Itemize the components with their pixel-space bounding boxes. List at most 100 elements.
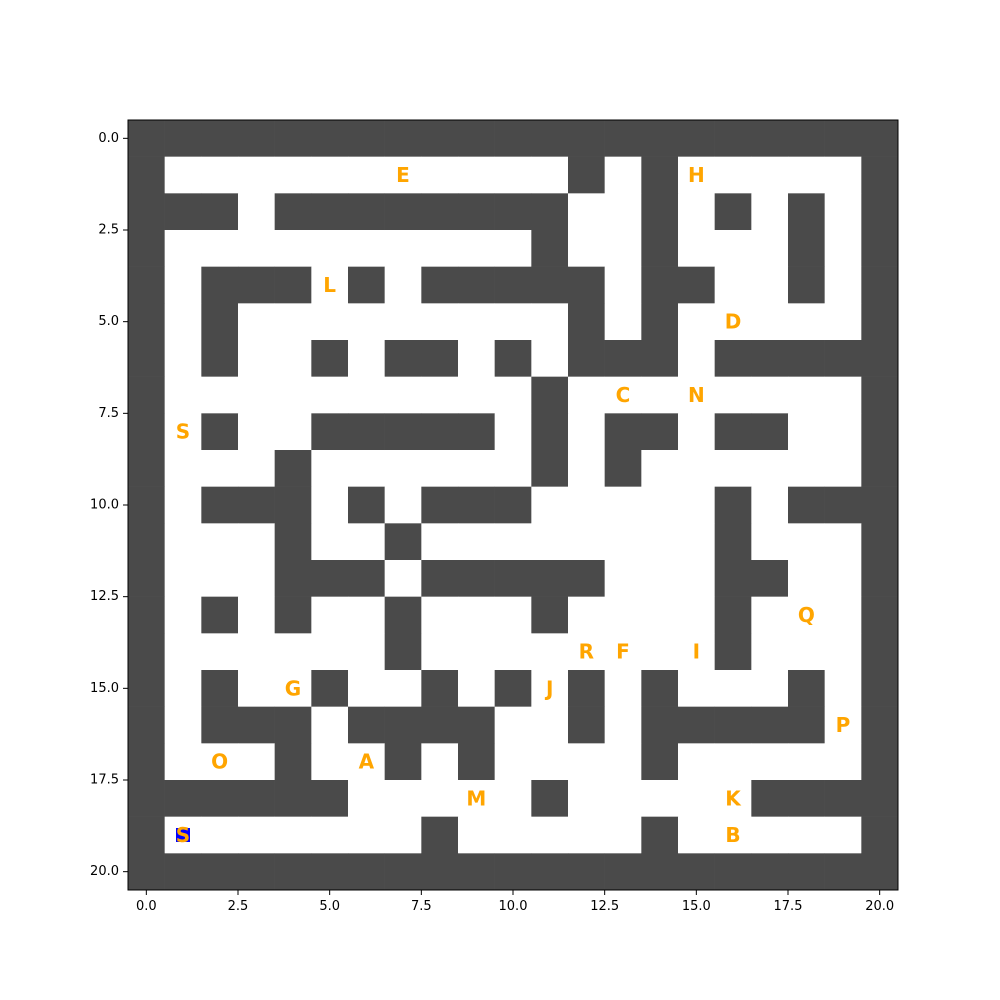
- maze-letter-n: N: [688, 383, 705, 407]
- open-cell: [568, 523, 605, 561]
- open-cell: [641, 486, 679, 524]
- wall-cell: [751, 780, 789, 817]
- open-cell: [348, 156, 385, 194]
- wall-cell: [861, 670, 899, 707]
- open-cell: [164, 523, 202, 561]
- open-cell: [348, 596, 385, 634]
- open-cell: [678, 523, 715, 561]
- wall-cell: [274, 706, 312, 744]
- open-cell: [714, 450, 752, 487]
- open-cell: [714, 780, 752, 817]
- wall-cell: [384, 706, 422, 744]
- wall-cell: [201, 266, 239, 304]
- open-cell: [458, 230, 495, 267]
- open-cell: [824, 816, 862, 854]
- open-cell: [751, 486, 789, 524]
- wall-cell: [824, 120, 862, 157]
- open-cell: [678, 303, 715, 341]
- open-cell: [238, 340, 275, 377]
- open-cell: [384, 376, 422, 414]
- wall-cell: [861, 743, 899, 781]
- open-cell: [568, 780, 605, 817]
- open-cell: [238, 303, 275, 341]
- wall-cell: [531, 413, 569, 451]
- open-cell: [311, 743, 349, 781]
- wall-cell: [824, 486, 862, 524]
- open-cell: [568, 633, 605, 671]
- open-cell: [531, 743, 569, 781]
- wall-cell: [861, 120, 899, 157]
- open-cell: [164, 706, 202, 744]
- wall-cell: [861, 706, 899, 744]
- open-cell: [494, 633, 532, 671]
- open-cell: [751, 670, 789, 707]
- wall-cell: [128, 230, 165, 267]
- open-cell: [164, 633, 202, 671]
- open-cell: [348, 340, 385, 377]
- wall-cell: [714, 706, 752, 744]
- wall-cell: [458, 266, 495, 304]
- wall-cell: [568, 120, 605, 157]
- open-cell: [201, 450, 239, 487]
- open-cell: [164, 303, 202, 341]
- wall-cell: [861, 596, 899, 634]
- open-cell: [531, 633, 569, 671]
- wall-cell: [164, 193, 202, 231]
- open-cell: [494, 596, 532, 634]
- wall-cell: [311, 413, 349, 451]
- agent-letter: S: [176, 823, 190, 847]
- wall-cell: [531, 376, 569, 414]
- open-cell: [164, 486, 202, 524]
- wall-cell: [201, 853, 239, 891]
- open-cell: [238, 670, 275, 707]
- wall-cell: [641, 816, 679, 854]
- wall-cell: [641, 156, 679, 194]
- wall-cell: [384, 523, 422, 561]
- wall-cell: [201, 303, 239, 341]
- maze-letter-i: I: [693, 640, 700, 664]
- open-cell: [421, 303, 459, 341]
- wall-cell: [568, 303, 605, 341]
- wall-cell: [788, 230, 825, 267]
- wall-cell: [641, 706, 679, 744]
- wall-cell: [458, 413, 495, 451]
- wall-cell: [274, 743, 312, 781]
- open-cell: [531, 486, 569, 524]
- open-cell: [568, 230, 605, 267]
- open-cell: [788, 156, 825, 194]
- open-cell: [274, 230, 312, 267]
- open-cell: [494, 780, 532, 817]
- wall-cell: [788, 193, 825, 231]
- wall-cell: [861, 266, 899, 304]
- open-cell: [751, 193, 789, 231]
- wall-cell: [861, 156, 899, 194]
- wall-cell: [568, 670, 605, 707]
- open-cell: [201, 743, 239, 781]
- y-axis: 0.0 2.5 5.0 7.5 10.0 12.5 15.0 17.5 20.0: [90, 131, 128, 879]
- wall-cell: [128, 156, 165, 194]
- wall-cell: [274, 266, 312, 304]
- open-cell: [494, 816, 532, 854]
- wall-cell: [274, 486, 312, 524]
- wall-cell: [311, 340, 349, 377]
- wall-cell: [128, 120, 165, 157]
- wall-cell: [238, 120, 275, 157]
- open-cell: [824, 596, 862, 634]
- open-cell: [201, 156, 239, 194]
- open-cell: [678, 486, 715, 524]
- wall-cell: [311, 670, 349, 707]
- open-cell: [274, 376, 312, 414]
- open-cell: [494, 523, 532, 561]
- open-cell: [494, 706, 532, 744]
- open-cell: [788, 743, 825, 781]
- wall-cell: [128, 743, 165, 781]
- maze-letter-q: Q: [798, 603, 815, 627]
- open-cell: [421, 743, 459, 781]
- open-cell: [751, 450, 789, 487]
- wall-cell: [714, 633, 752, 671]
- open-cell: [604, 816, 642, 854]
- open-cell: [604, 596, 642, 634]
- wall-cell: [641, 853, 679, 891]
- wall-cell: [348, 853, 385, 891]
- wall-cell: [641, 670, 679, 707]
